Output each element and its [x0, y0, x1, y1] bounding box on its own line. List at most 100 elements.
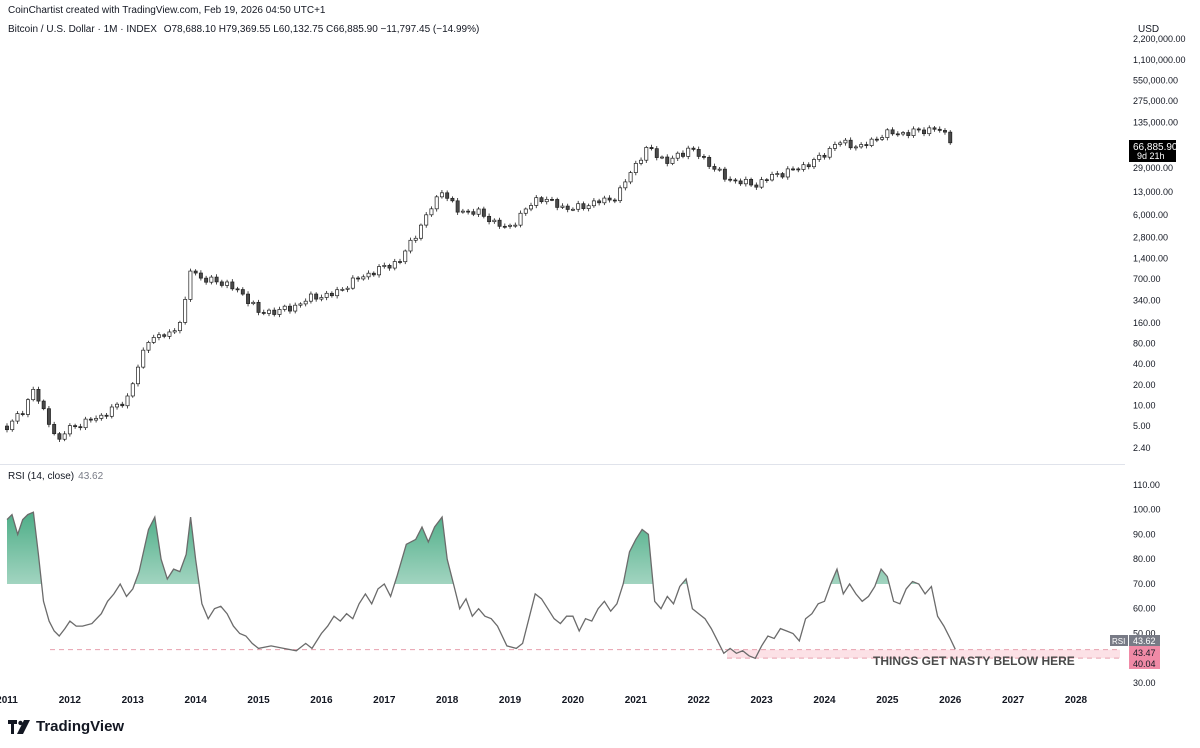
candle — [859, 142, 864, 149]
brand-name: TradingView — [36, 718, 125, 735]
candle — [581, 201, 586, 211]
candle — [104, 413, 109, 419]
candle — [377, 264, 381, 278]
time-tick-label: 2027 — [1002, 695, 1025, 706]
candle — [371, 271, 376, 277]
candle — [424, 212, 429, 228]
candle — [806, 162, 811, 170]
candle — [943, 128, 947, 135]
price-tick-label: 29,000.00 — [1133, 163, 1173, 173]
candle — [130, 381, 135, 398]
rsi-tick-label: 60.00 — [1133, 604, 1156, 614]
candle — [832, 141, 837, 151]
time-tick-label: 2025 — [876, 695, 899, 706]
candle — [927, 125, 932, 137]
price-tick-label: 700.00 — [1133, 274, 1161, 284]
candle — [681, 150, 685, 159]
price-tick-label: 2.40 — [1133, 443, 1151, 453]
candle — [691, 146, 696, 152]
candle — [46, 405, 51, 428]
candle — [874, 136, 879, 143]
tradingview-brand[interactable]: TradingView — [8, 718, 124, 735]
time-tick-label: 2017 — [373, 695, 396, 706]
time-tick-label: 2023 — [750, 695, 773, 706]
rsi-tick-label: 30.00 — [1133, 678, 1156, 688]
price-tick-label: 1,400.00 — [1133, 253, 1168, 263]
candle — [204, 275, 209, 285]
candle — [796, 167, 801, 173]
candle — [99, 413, 104, 421]
rsi-tick-label: 70.00 — [1133, 579, 1156, 589]
candle — [560, 203, 565, 209]
candle — [529, 202, 533, 212]
candle — [319, 294, 324, 302]
bar-countdown: 9d 21h — [1137, 151, 1165, 161]
candle — [141, 347, 146, 369]
time-tick-label: 2016 — [310, 695, 333, 706]
candle — [10, 419, 15, 432]
candle — [822, 153, 827, 160]
time-tick-label: 2022 — [688, 695, 711, 706]
candle — [350, 275, 355, 290]
candle — [801, 161, 806, 172]
price-tick-label: 5.00 — [1133, 421, 1151, 431]
candle — [193, 269, 198, 276]
time-tick-label: 2011 — [0, 695, 18, 706]
candle — [225, 279, 230, 289]
candle — [115, 402, 119, 410]
candle — [277, 306, 282, 318]
candle — [733, 178, 738, 184]
annotation-text: THINGS GET NASTY BELOW HERE — [873, 654, 1075, 668]
price-candles — [5, 125, 953, 443]
candle — [759, 176, 764, 189]
candle — [52, 421, 57, 436]
rsi-tag-value: 43.62 — [1133, 636, 1156, 646]
candle — [827, 146, 832, 160]
candle — [476, 206, 481, 218]
candle — [508, 223, 513, 229]
candle — [812, 157, 816, 170]
candle — [434, 195, 439, 212]
candle — [513, 222, 518, 228]
candle — [565, 203, 570, 213]
candle — [770, 171, 775, 182]
candle — [219, 279, 224, 288]
candle — [125, 393, 130, 409]
price-tick-label: 135,000.00 — [1133, 117, 1178, 127]
currency-label: USD — [1138, 24, 1160, 35]
candle — [340, 287, 345, 292]
candle — [5, 423, 9, 433]
candle — [83, 416, 88, 430]
candle — [932, 125, 937, 132]
candle — [523, 207, 528, 216]
candle — [623, 179, 628, 191]
candle — [78, 423, 83, 431]
pane-divider[interactable] — [0, 464, 1125, 465]
candle — [151, 334, 156, 345]
rsi-tick-label: 80.00 — [1133, 554, 1156, 564]
candle — [288, 303, 292, 314]
candle — [492, 218, 497, 224]
candle — [88, 417, 93, 423]
candle — [413, 235, 418, 243]
candle — [293, 302, 298, 314]
candle — [749, 177, 754, 187]
price-tick-label: 6,000.00 — [1133, 210, 1168, 220]
candle — [906, 129, 911, 139]
candle — [885, 128, 890, 141]
candle — [445, 190, 450, 202]
last-price-value: 66,885.90 — [1133, 142, 1178, 153]
price-tick-label: 550,000.00 — [1133, 76, 1178, 86]
candle — [235, 286, 240, 293]
candle — [146, 340, 151, 353]
candle — [188, 268, 193, 302]
candle — [177, 320, 182, 334]
price-tick-label: 160.00 — [1133, 318, 1161, 328]
candle — [764, 178, 769, 183]
candle — [948, 130, 953, 145]
time-axis[interactable]: 2011 2012 2013 2014 2015 2016 2017 2018 2019 2020… — [0, 695, 1088, 706]
candle — [937, 126, 942, 133]
candle — [922, 127, 926, 137]
last-price-tag: 66,885.90 9d 21h — [1129, 140, 1178, 162]
